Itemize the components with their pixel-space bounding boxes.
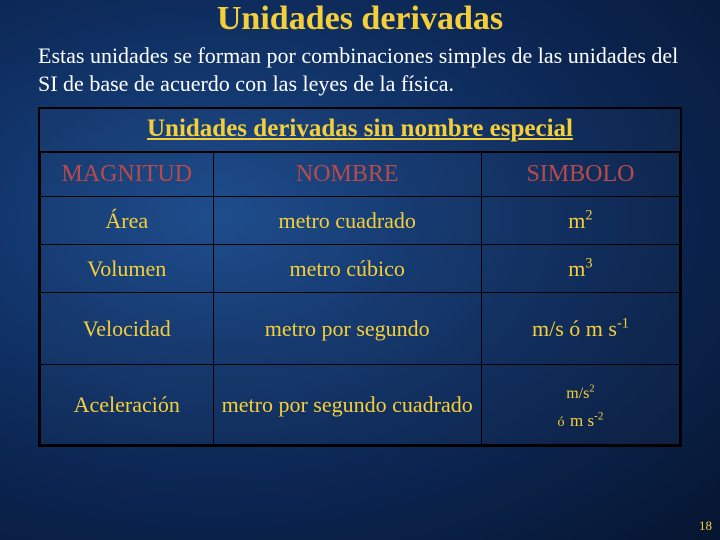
table-row: Velocidadmetro por segundom/s ó m s-1 bbox=[41, 293, 680, 365]
cell-magnitud: Velocidad bbox=[41, 293, 214, 365]
cell-simbolo: m/s2ó m s-2 bbox=[481, 365, 679, 445]
table-row: Volumenmetro cúbicom3 bbox=[41, 245, 680, 293]
table-row: Áreametro cuadradom2 bbox=[41, 197, 680, 245]
cell-simbolo: m2 bbox=[481, 197, 679, 245]
col-magnitud: MAGNITUD bbox=[41, 153, 214, 197]
cell-magnitud: Aceleración bbox=[41, 365, 214, 445]
cell-nombre: metro por segundo cuadrado bbox=[213, 365, 481, 445]
derived-units-table-container: Unidades derivadas sin nombre especial M… bbox=[38, 107, 682, 447]
table-caption: Unidades derivadas sin nombre especial bbox=[40, 109, 680, 152]
cell-nombre: metro cuadrado bbox=[213, 197, 481, 245]
cell-magnitud: Área bbox=[41, 197, 214, 245]
slide-subtitle: Estas unidades se forman por combinacion… bbox=[0, 38, 720, 97]
cell-simbolo: m/s ó m s-1 bbox=[481, 293, 679, 365]
page-number: 18 bbox=[699, 518, 712, 534]
cell-nombre: metro por segundo bbox=[213, 293, 481, 365]
table-body: Áreametro cuadradom2Volumenmetro cúbicom… bbox=[41, 197, 680, 445]
table-header-row: MAGNITUD NOMBRE SIMBOLO bbox=[41, 153, 680, 197]
col-nombre: NOMBRE bbox=[213, 153, 481, 197]
slide-title: Unidades derivadas bbox=[0, 0, 720, 38]
derived-units-table: MAGNITUD NOMBRE SIMBOLO Áreametro cuadra… bbox=[40, 152, 680, 445]
cell-simbolo: m3 bbox=[481, 245, 679, 293]
table-row: Aceleraciónmetro por segundo cuadradom/s… bbox=[41, 365, 680, 445]
cell-magnitud: Volumen bbox=[41, 245, 214, 293]
cell-nombre: metro cúbico bbox=[213, 245, 481, 293]
col-simbolo: SIMBOLO bbox=[481, 153, 679, 197]
